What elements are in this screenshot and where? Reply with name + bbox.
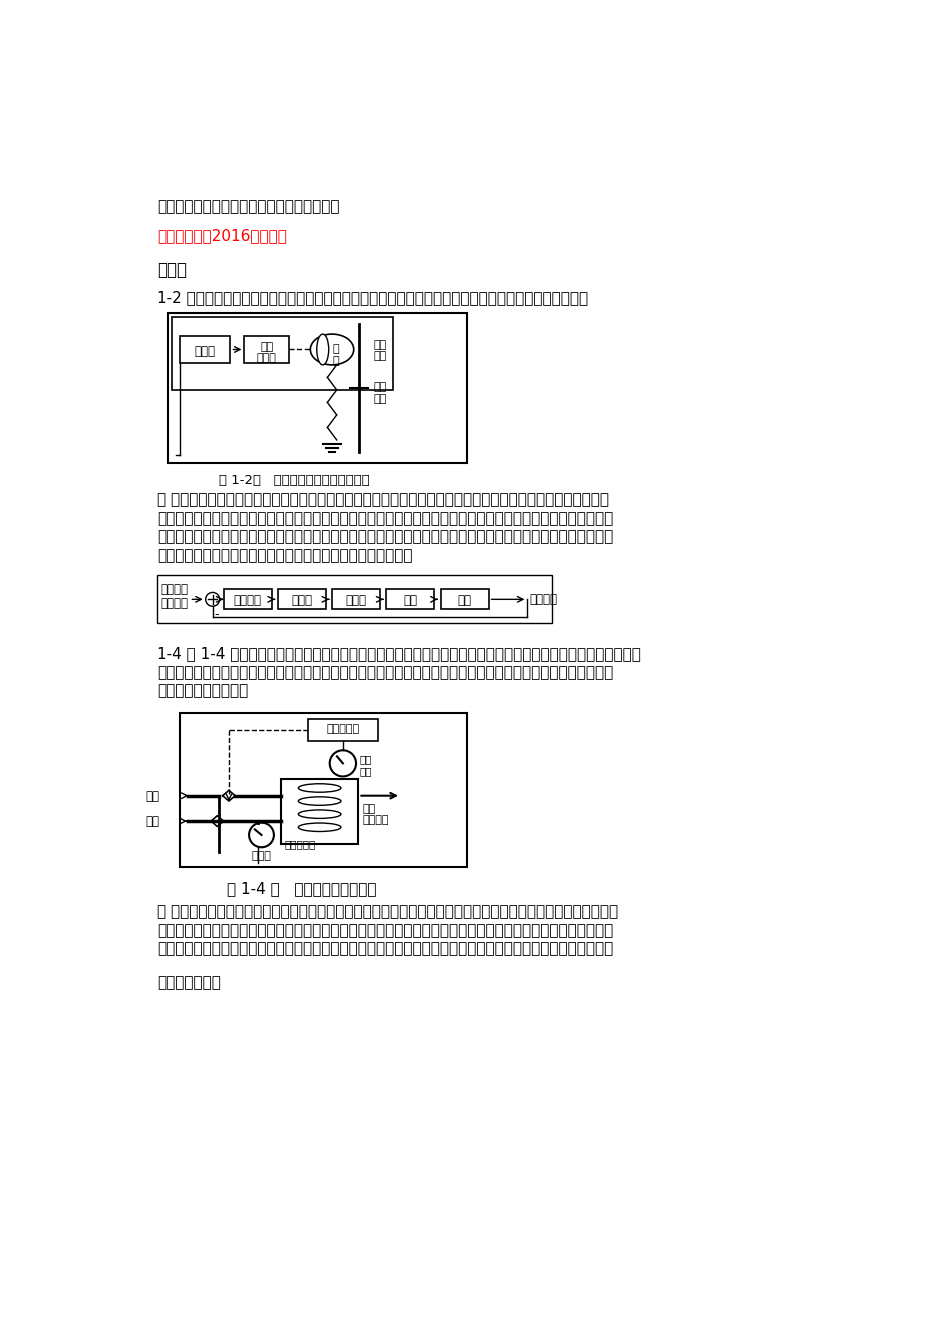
FancyBboxPatch shape [224, 590, 271, 610]
Text: 而可以实现大门远距离开闭自动控制。系统方框图如下图所示。: 而可以实现大门远距离开闭自动控制。系统方框图如下图所示。 [157, 548, 412, 563]
FancyBboxPatch shape [180, 336, 230, 362]
Ellipse shape [298, 810, 341, 818]
Text: 开门
开关: 开门 开关 [373, 340, 386, 361]
Text: 冷水流量加大，则流量值由流量计测得，通过温度控制器，开大阀门，使蒸汽量增加，提前进行控制，实现按冷水: 冷水流量加大，则流量值由流量计测得，通过温度控制器，开大阀门，使蒸汽量增加，提前… [157, 941, 613, 956]
FancyBboxPatch shape [244, 336, 289, 362]
FancyBboxPatch shape [440, 590, 488, 610]
Text: 题 1-2图   仓库大门自动开闭控制系统: 题 1-2图 仓库大门自动开闭控制系统 [219, 473, 369, 487]
Text: 伺服
电动机: 伺服 电动机 [257, 342, 277, 364]
Ellipse shape [298, 783, 341, 793]
Ellipse shape [310, 334, 353, 365]
Text: 解 当合上开门开关时，电桥会测量出开门位置与大门实际位置间对应的偏差电压，偏差电压经放大器放大后，驱: 解 当合上开门开关时，电桥会测量出开门位置与大门实际位置间对应的偏差电压，偏差电… [157, 492, 608, 507]
FancyBboxPatch shape [308, 719, 378, 741]
Text: 实际位置: 实际位置 [529, 594, 557, 606]
Text: 度，其偏差值使蒸汽阀门开大，进入热交换器的蒸汽量加大，热水温度升高，直至偏差为零。如果由于某种原因，: 度，其偏差值使蒸汽阀门开大，进入热交换器的蒸汽量加大，热水温度升高，直至偏差为零… [157, 923, 613, 937]
Text: 题 1-4 图   水温控制系统原理图: 题 1-4 图 水温控制系统原理图 [227, 881, 376, 896]
FancyBboxPatch shape [168, 313, 466, 463]
Text: 桥式电路: 桥式电路 [233, 594, 261, 607]
Text: 放大器: 放大器 [194, 345, 215, 358]
Text: 蔭汽: 蔭汽 [145, 790, 160, 802]
Text: 第一章: 第一章 [157, 261, 187, 278]
Text: 1-2 仓库大门自动控制系统原理示意图。试说明系统自动控制大门开闭的工作原理，并画出系统方框图。: 1-2 仓库大门自动控制系统原理示意图。试说明系统自动控制大门开闭的工作原理，并… [157, 290, 587, 305]
Text: 关门
开关: 关门 开关 [373, 382, 386, 404]
Text: 温度控制器: 温度控制器 [326, 725, 359, 734]
Text: 放大器: 放大器 [291, 594, 312, 607]
Text: 电动机: 电动机 [346, 594, 366, 607]
Text: 此文档来源于网络，如有侵权请联系网站删除: 此文档来源于网络，如有侵权请联系网站删除 [157, 199, 339, 214]
FancyBboxPatch shape [331, 590, 379, 610]
Text: 关门位置: 关门位置 [160, 598, 189, 610]
Text: 只供学习交流用: 只供学习交流用 [157, 975, 221, 991]
Text: 热交换器: 热交换器 [362, 816, 388, 825]
Text: 绥盘: 绥盘 [403, 594, 417, 607]
Text: 按流量馈偿: 按流量馈偿 [284, 838, 315, 849]
Ellipse shape [316, 334, 329, 365]
FancyBboxPatch shape [278, 590, 326, 610]
Ellipse shape [298, 797, 341, 805]
Text: 1-4 题 1-4 图为水温控制系统示意图。冷水在热交换器中由通入的蒸汽加热，从而得到一定温度的热水。冷水流量: 1-4 题 1-4 图为水温控制系统示意图。冷水在热交换器中由通入的蒸汽加热，从… [157, 646, 640, 662]
FancyBboxPatch shape [180, 714, 466, 868]
Ellipse shape [298, 824, 341, 832]
Text: 温度
测量: 温度 测量 [360, 754, 372, 775]
Text: 变化用流量计测量。试绘制系统方块图，并说明为了保持热水温度为期望值，系统是如何工作的？系统的被控对象: 变化用流量计测量。试绘制系统方块图，并说明为了保持热水温度为期望值，系统是如何工… [157, 664, 613, 679]
FancyBboxPatch shape [172, 317, 393, 390]
Text: 红色为重点（2016年考题）: 红色为重点（2016年考题） [157, 229, 286, 243]
Text: 动伺服电动机带动绞盘转动，将大门向上提起。与此同时，和大门连在一起的电刷也向上移动，直到桥式测量电路: 动伺服电动机带动绞盘转动，将大门向上提起。与此同时，和大门连在一起的电刷也向上移… [157, 511, 613, 525]
FancyBboxPatch shape [386, 590, 434, 610]
Text: 流量计: 流量计 [251, 852, 271, 861]
Text: 绥
盘: 绥 盘 [332, 344, 339, 366]
Text: 解 工作原理：温度传感器不断测量交换器出口处的实际水温，并在温度控制器中与给定温度相比较，若低于给定温: 解 工作原理：温度传感器不断测量交换器出口处的实际水温，并在温度控制器中与给定温… [157, 904, 617, 920]
Text: 达到平衡，电动机停止转动，大门达到开启位置。反之，当合上关门开关时，电动机反转带动绞盘使大门关闭，从: 达到平衡，电动机停止转动，大门达到开启位置。反之，当合上关门开关时，电动机反转带… [157, 529, 613, 544]
Text: 开门位置: 开门位置 [160, 583, 189, 596]
FancyBboxPatch shape [280, 778, 358, 844]
Text: 热水: 热水 [362, 804, 375, 814]
Text: -: - [214, 608, 218, 620]
Text: 冷水: 冷水 [145, 816, 160, 828]
Text: 大门: 大门 [457, 594, 471, 607]
Text: 和控制装置各是什么？: 和控制装置各是什么？ [157, 683, 248, 698]
